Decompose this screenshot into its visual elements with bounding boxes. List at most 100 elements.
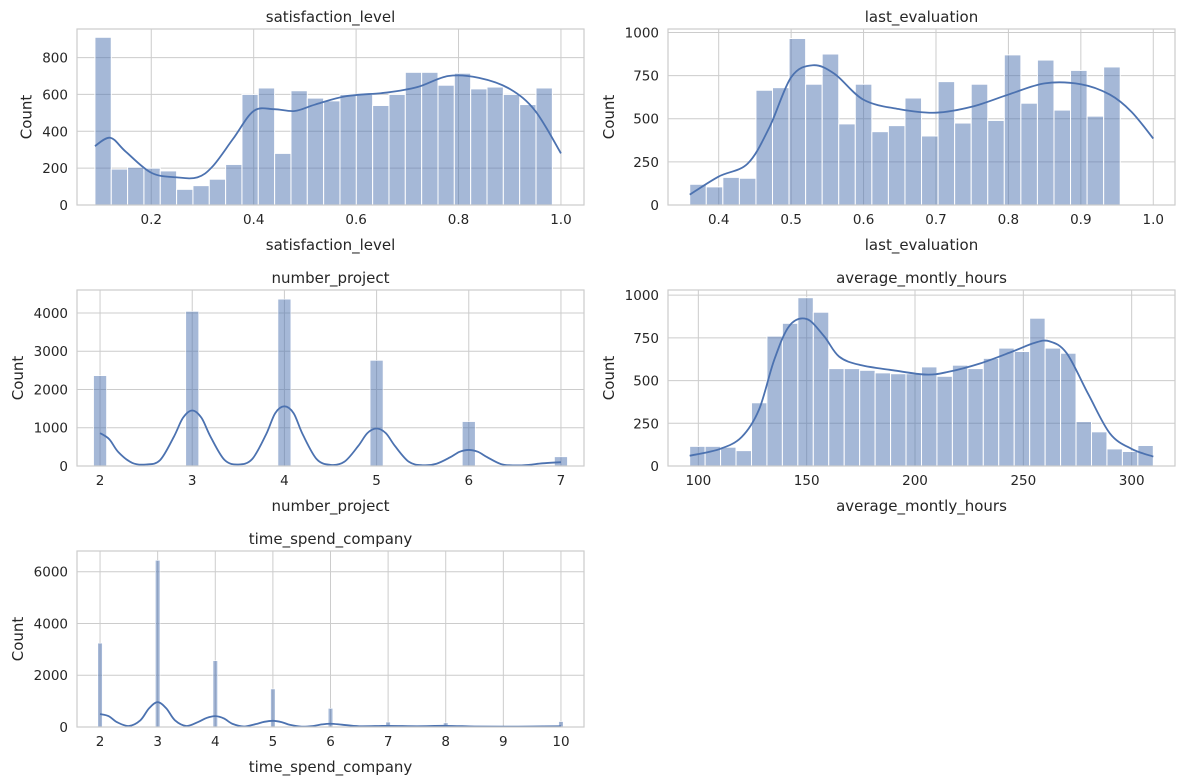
x-tick-label: 0.7 — [925, 212, 946, 228]
histogram-bar — [905, 373, 922, 466]
histogram-bar — [225, 163, 243, 205]
y-tick-label: 500 — [633, 374, 659, 390]
histogram-bar — [936, 375, 953, 466]
axes-frame — [76, 289, 585, 467]
histogram-bar — [722, 176, 740, 205]
histogram-bar — [323, 100, 341, 205]
x-tick-label: 0.6 — [853, 212, 874, 228]
chart-title: average_montly_hours — [836, 269, 1007, 288]
axes-frame — [667, 289, 1176, 467]
histogram-bar — [388, 93, 406, 205]
x-tick-label: 4 — [280, 473, 289, 489]
y-tick-label: 0 — [650, 459, 659, 475]
subplot-time-spend-company: 2 3 4 5 6 7 8 9 10 0 2000 4000 6000 time_spend_compan… — [9, 530, 585, 777]
kde-line — [94, 74, 562, 180]
histogram-bar — [369, 360, 384, 466]
y-tick-label: 0 — [650, 198, 659, 214]
histogram-bar — [982, 357, 1000, 466]
y-tick-label: 0 — [59, 459, 68, 475]
x-tick-label: 10 — [552, 734, 569, 750]
y-tick-label: 750 — [633, 69, 659, 85]
histogram-bar — [843, 368, 861, 466]
x-tick-label: 8 — [441, 734, 450, 750]
y-tick-label: 750 — [633, 331, 659, 347]
histogram-bar — [421, 71, 439, 205]
histogram-bar — [1086, 115, 1105, 205]
histogram-bar — [797, 297, 814, 466]
histogram-bar — [277, 298, 292, 466]
subplot-number-project: 2 3 4 5 6 701000200030004000number_projectnum… — [9, 269, 585, 516]
y-tick-label: 6000 — [34, 565, 68, 581]
x-tick-label: 7 — [557, 473, 566, 489]
x-tick-label: 0.4 — [708, 212, 729, 228]
y-tick-label: 800 — [42, 51, 68, 67]
axes-frame — [76, 28, 585, 206]
x-tick-label: 0.8 — [448, 212, 469, 228]
histogram-bar — [110, 168, 129, 205]
x-tick-label: 6 — [326, 734, 335, 750]
y-tick-label: 600 — [42, 87, 68, 103]
histogram-bar — [1103, 66, 1121, 205]
y-tick-label: 200 — [42, 161, 68, 177]
histogram-bar — [937, 81, 956, 205]
chart-title: time_spend_company — [249, 530, 413, 549]
x-tick-label: 200 — [902, 473, 928, 489]
histogram-bar — [97, 642, 103, 727]
histogram-bar — [904, 97, 923, 205]
y-tick-label: 4000 — [34, 616, 68, 632]
histogram-bar — [859, 369, 876, 466]
histogram-bar — [887, 125, 906, 205]
x-tick-label: 100 — [685, 473, 711, 489]
histogram-bar — [1121, 450, 1139, 466]
x-axis-label: number_project — [271, 497, 389, 516]
y-tick-label: 250 — [633, 416, 659, 432]
x-tick-label: 0.2 — [141, 212, 162, 228]
histogram-bar — [705, 186, 724, 205]
histogram-bar — [689, 183, 707, 205]
x-tick-label: 5 — [372, 473, 381, 489]
histogram-bar — [805, 83, 823, 205]
histogram-bar — [1060, 352, 1077, 466]
x-tick-label: 0.8 — [998, 212, 1019, 228]
histogram-bar — [1044, 347, 1062, 466]
histogram-bar — [241, 93, 259, 205]
y-axis-label: Count — [600, 356, 618, 401]
axes-frame — [76, 550, 585, 728]
x-axis-label: time_spend_company — [249, 758, 413, 777]
x-tick-label: 9 — [499, 734, 508, 750]
histogram-bar — [1003, 54, 1022, 205]
histogram-bar — [502, 93, 521, 205]
histogram-bar — [443, 722, 449, 727]
histogram-bar — [93, 375, 107, 466]
histogram-bar — [339, 93, 357, 205]
kde-line — [689, 317, 1154, 458]
histogram-bar — [192, 185, 210, 205]
x-tick-label: 2 — [96, 734, 105, 750]
x-tick-label: 0.5 — [780, 212, 801, 228]
y-tick-label: 0 — [59, 198, 68, 214]
y-tick-label: 1000 — [34, 421, 68, 437]
x-tick-label: 5 — [269, 734, 278, 750]
bars-group — [689, 297, 1154, 466]
kde-line — [99, 701, 561, 727]
histogram-bar — [1020, 102, 1038, 205]
histogram-bar — [270, 688, 276, 727]
histogram-bar — [127, 166, 145, 205]
y-tick-label: 250 — [633, 155, 659, 171]
histogram-bar — [781, 322, 799, 466]
histogram-bar — [554, 456, 568, 466]
histogram-bar — [750, 402, 768, 466]
histogram-bar — [274, 152, 292, 205]
histogram-bar — [176, 188, 194, 205]
y-axis-label: Count — [9, 356, 27, 401]
histogram-bar — [1013, 351, 1031, 466]
y-tick-label: 1000 — [625, 25, 659, 41]
bars-group — [93, 298, 568, 466]
histogram-bar — [890, 373, 907, 466]
x-tick-label: 150 — [794, 473, 820, 489]
x-tick-label: 3 — [153, 734, 162, 750]
histogram-bar — [453, 72, 472, 205]
x-tick-label: 0.6 — [345, 212, 366, 228]
histogram-bar — [470, 88, 488, 205]
